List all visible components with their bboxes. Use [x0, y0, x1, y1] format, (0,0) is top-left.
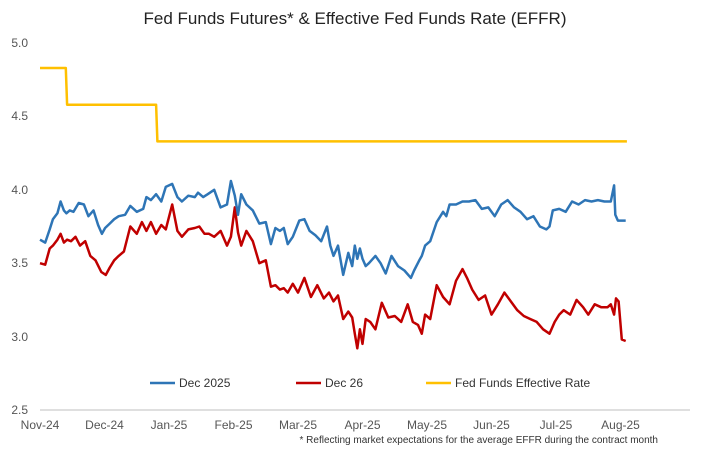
x-tick-label: May-25 — [407, 418, 447, 432]
y-tick-label: 5.0 — [11, 36, 28, 50]
legend-item-dec-2025: Dec 2025 — [150, 376, 231, 390]
x-tick-label: Feb-25 — [214, 418, 252, 432]
legend-label-effr: Fed Funds Effective Rate — [455, 376, 591, 390]
x-tick-label: Dec-24 — [85, 418, 124, 432]
x-tick-label: Aug-25 — [601, 418, 640, 432]
legend-label-dec-2025: Dec 2025 — [179, 376, 231, 390]
x-tick-label: Jul-25 — [540, 418, 573, 432]
legend-label-dec-26: Dec 26 — [325, 376, 363, 390]
x-tick-label: Apr-25 — [344, 418, 380, 432]
x-tick-label: Jan-25 — [151, 418, 188, 432]
series-line-dec-2025 — [39, 179, 626, 280]
y-tick-label: 3.0 — [11, 330, 28, 344]
series-line-dec-26 — [39, 203, 627, 350]
chart-footnote: * Reflecting market expectations for the… — [299, 435, 658, 446]
series-line-effr — [40, 66, 627, 143]
y-tick-label: 4.0 — [11, 183, 28, 197]
y-axis-ticks: 5.0 4.5 4.0 3.5 3.0 2.5 — [11, 36, 28, 417]
legend-item-effr: Fed Funds Effective Rate — [426, 376, 591, 390]
x-tick-label: Mar-25 — [279, 418, 317, 432]
y-tick-label: 3.5 — [11, 256, 28, 270]
x-axis-ticks: Nov-24 Dec-24 Jan-25 Feb-25 Mar-25 Apr-25 May-… — [21, 418, 641, 432]
y-tick-label: 4.5 — [11, 109, 28, 123]
legend-item-dec-26: Dec 26 — [296, 376, 363, 390]
series-layer — [39, 66, 627, 350]
chart-title: Fed Funds Futures* & Effective Fed Funds… — [144, 9, 567, 28]
x-tick-label: Nov-24 — [21, 418, 60, 432]
legend: Dec 2025 Dec 26 Fed Funds Effective Rate — [150, 376, 591, 390]
y-tick-label: 2.5 — [11, 403, 28, 417]
x-tick-label: Jun-25 — [473, 418, 510, 432]
